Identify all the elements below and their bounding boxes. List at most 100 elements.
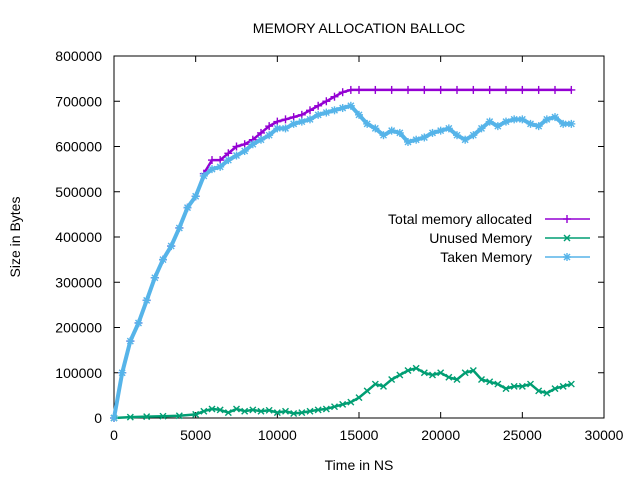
data-point — [289, 119, 298, 128]
legend-marker — [563, 215, 571, 223]
y-tick-label: 200000 — [55, 320, 102, 336]
data-point — [224, 156, 233, 165]
data-point — [330, 92, 339, 101]
data-point — [273, 409, 281, 417]
data-point — [469, 131, 478, 140]
data-point — [306, 407, 314, 415]
data-point — [265, 122, 274, 131]
y-tick-label: 700000 — [55, 93, 102, 109]
data-point — [371, 85, 380, 94]
data-point — [387, 126, 396, 135]
data-point — [567, 380, 575, 388]
data-point — [232, 142, 241, 151]
x-axis-label: Time in NS — [325, 457, 394, 473]
data-point — [257, 135, 265, 144]
x-tick-label: 0 — [110, 427, 118, 443]
data-point — [346, 85, 355, 94]
legend: Total memory allocated Unused Memory Taken… — [388, 211, 590, 265]
data-point — [281, 115, 290, 124]
data-point — [175, 223, 184, 232]
data-point — [518, 85, 527, 94]
data-point — [485, 85, 494, 94]
data-point — [216, 162, 225, 171]
data-point — [208, 156, 216, 165]
data-point — [371, 124, 380, 133]
y-tick-label: 400000 — [55, 229, 102, 245]
data-point — [200, 407, 208, 415]
data-point — [281, 124, 290, 133]
data-point — [199, 171, 208, 180]
data-point — [150, 273, 159, 282]
y-tick-label: 500000 — [55, 184, 102, 200]
data-point — [224, 149, 233, 158]
data-point — [436, 85, 445, 94]
legend-marker — [563, 253, 571, 261]
data-point — [518, 382, 526, 390]
data-point — [436, 126, 445, 135]
data-point — [502, 85, 510, 94]
x-tick-label: 20000 — [421, 427, 460, 443]
data-point — [159, 412, 167, 420]
data-point — [444, 124, 453, 133]
data-point — [143, 413, 151, 421]
x-tick-label: 5000 — [180, 427, 211, 443]
data-point — [387, 85, 396, 94]
series-layer — [110, 85, 576, 422]
data-point — [257, 128, 265, 137]
data-point — [559, 119, 568, 128]
data-point — [142, 296, 151, 305]
data-point — [282, 407, 289, 415]
data-point — [347, 398, 355, 406]
data-point — [420, 85, 429, 94]
data-point — [518, 115, 527, 124]
x-tick-label: 10000 — [258, 427, 297, 443]
data-point — [191, 192, 200, 201]
data-point — [559, 382, 567, 390]
data-point — [534, 122, 543, 131]
data-point — [469, 85, 478, 94]
data-point — [175, 412, 183, 420]
data-point — [551, 113, 559, 122]
series-2 — [110, 101, 576, 422]
data-point — [322, 405, 330, 413]
x-tick-label: 30000 — [585, 427, 624, 443]
y-tick-label: 300000 — [55, 274, 102, 290]
data-point — [453, 131, 461, 140]
data-point — [232, 151, 241, 160]
legend-label: Total memory allocated — [388, 211, 532, 227]
y-tick-label: 100000 — [55, 365, 102, 381]
data-point — [396, 371, 404, 379]
data-point — [493, 122, 502, 131]
data-point — [322, 108, 331, 117]
data-point — [420, 369, 428, 377]
data-point — [297, 110, 306, 119]
y-tick-label: 0 — [94, 410, 102, 426]
data-point — [330, 106, 339, 115]
data-point — [265, 131, 274, 140]
data-point — [412, 364, 420, 372]
data-point — [241, 407, 249, 415]
data-point — [534, 85, 543, 94]
data-point — [290, 409, 298, 417]
legend-label: Unused Memory — [429, 230, 532, 246]
data-point — [469, 366, 477, 374]
data-point — [477, 124, 486, 133]
data-point — [527, 380, 534, 388]
data-point — [428, 128, 437, 137]
data-point — [363, 387, 371, 395]
series-1 — [110, 364, 575, 422]
legend-label: Taken Memory — [440, 249, 532, 265]
data-point — [208, 405, 216, 413]
data-point — [486, 378, 494, 386]
data-point — [248, 140, 257, 149]
chart-title: MEMORY ALLOCATION BALLOC — [253, 20, 465, 36]
data-point — [240, 140, 249, 149]
data-point — [445, 373, 453, 381]
data-point — [355, 394, 363, 402]
data-point — [494, 380, 502, 388]
x-tick-label: 15000 — [340, 427, 379, 443]
data-point — [224, 409, 232, 417]
data-point — [306, 106, 314, 115]
data-point — [543, 389, 551, 397]
data-point — [118, 368, 127, 377]
